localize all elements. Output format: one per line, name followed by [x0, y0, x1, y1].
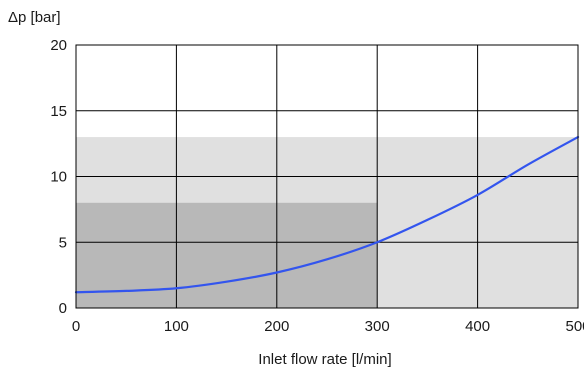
- series-layer: [74, 135, 580, 294]
- y-axis-title: Δp [bar]: [8, 9, 61, 26]
- x-tick-label-3: 300: [365, 318, 390, 335]
- plot-frame: [75, 44, 579, 309]
- x-axis-title: Inlet flow rate [l/min]: [258, 351, 391, 368]
- x-tick-label-5: 500: [565, 318, 584, 335]
- y-tick-label-0: 0: [59, 300, 67, 317]
- y-tick-label-3: 15: [50, 103, 67, 120]
- plot-border: [75, 44, 579, 309]
- series-line-0: [74, 135, 580, 294]
- x-tick-label-4: 400: [465, 318, 490, 335]
- y-tick-label-1: 5: [59, 234, 67, 251]
- x-tick-labels: 0 100 200 300 400 500: [72, 318, 584, 335]
- y-tick-label-2: 10: [50, 169, 67, 186]
- x-tick-label-0: 0: [72, 318, 80, 335]
- shaded-region-1: [76, 202, 378, 308]
- x-tick-label-1: 100: [164, 318, 189, 335]
- x-tick-label-2: 200: [264, 318, 289, 335]
- y-tick-label-4: 20: [50, 37, 67, 54]
- shaded-regions: [76, 137, 578, 308]
- y-tick-labels: 0 5 10 15 20: [50, 37, 67, 317]
